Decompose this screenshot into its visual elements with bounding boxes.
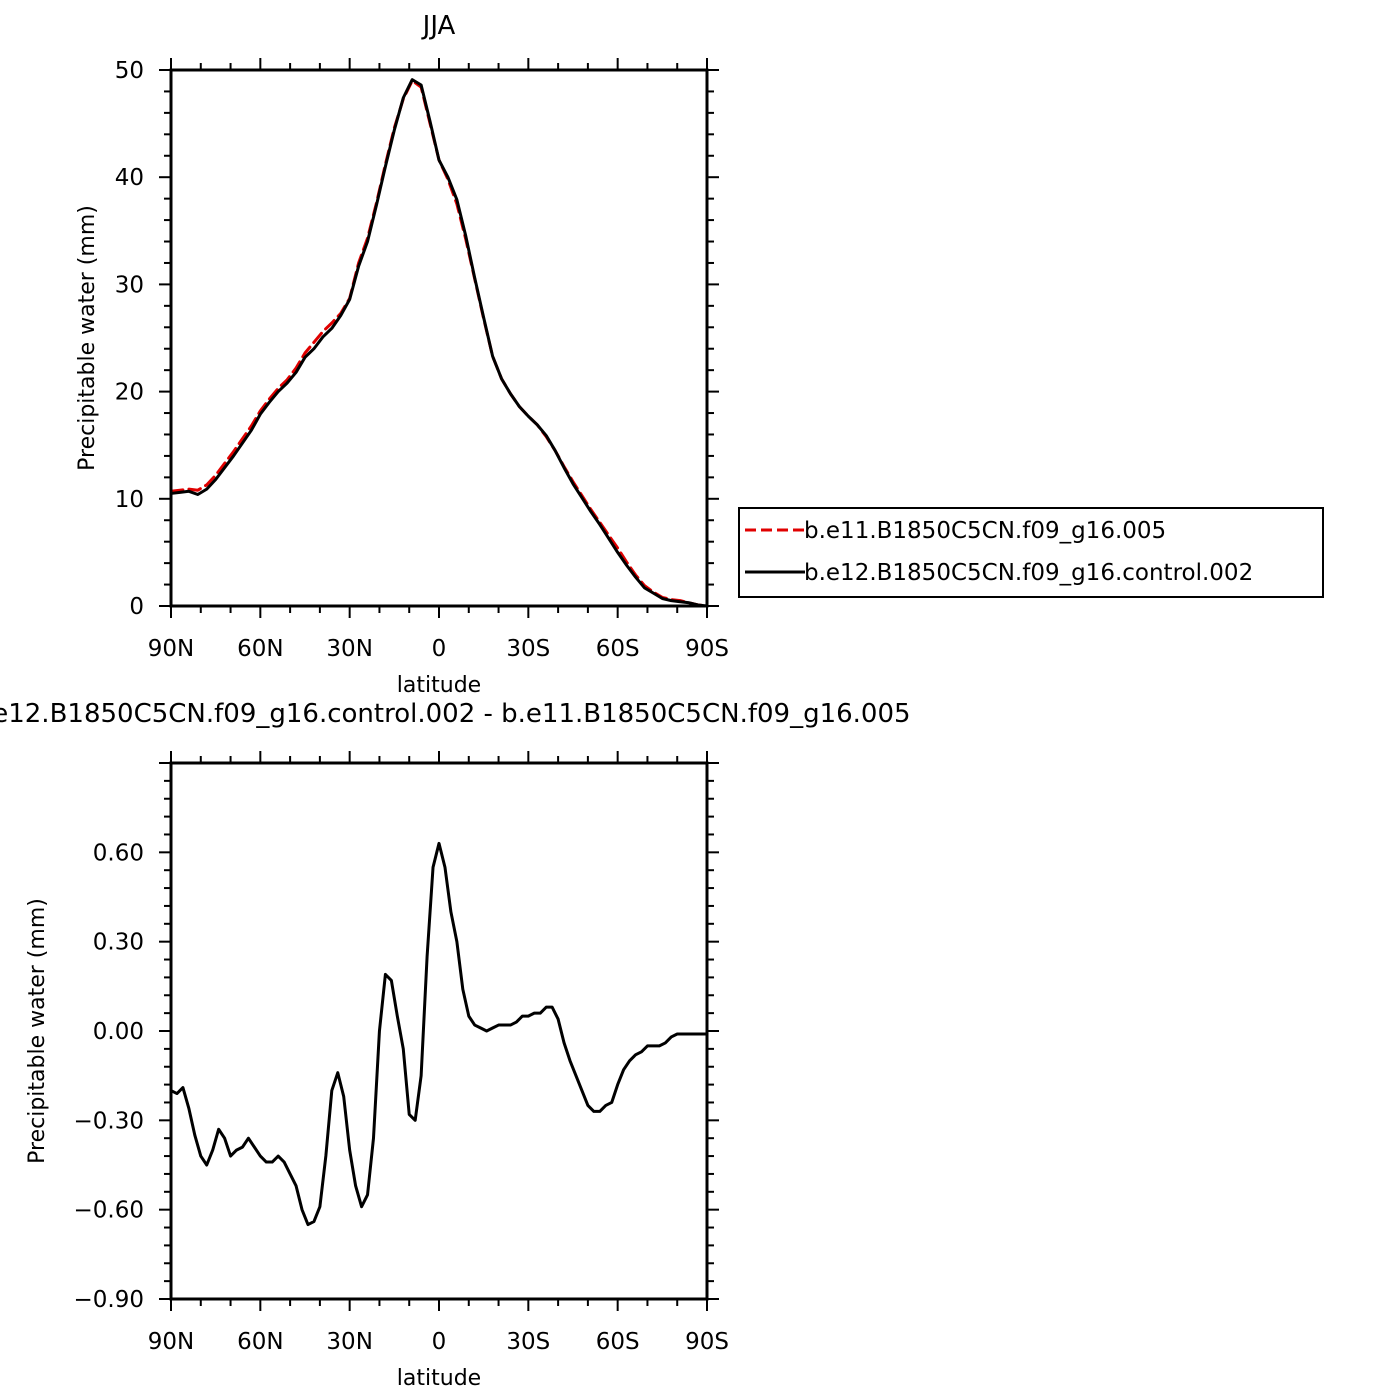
x-tick-label: 30S	[506, 636, 550, 662]
series-group	[169, 78, 709, 608]
y-tick-label: 0.00	[93, 1019, 144, 1045]
chart-title: JJA	[421, 11, 456, 41]
series-line-0	[169, 841, 709, 1227]
x-tick-label: 30N	[326, 636, 372, 662]
x-tick-label: 30N	[326, 1329, 372, 1355]
y-tick-label: 0.30	[93, 930, 144, 956]
x-tick-label: 60N	[237, 636, 283, 662]
plot-frame	[169, 68, 709, 608]
y-tick-label: 30	[115, 272, 144, 298]
x-tick-label: 0	[432, 1329, 447, 1355]
chart-title: b.e12.B1850C5CN.f09_g16.control.002 - b.…	[0, 699, 911, 729]
top-panel: JJA 90N 60N 30N 0 30S 60S 90S 0 10 20 30 40 50 latitud…	[75, 11, 1324, 698]
axis-ticks	[159, 58, 719, 618]
axis-ticks	[159, 751, 719, 1311]
x-tick-label: 90S	[685, 636, 729, 662]
x-tick-label: 60S	[596, 1329, 640, 1355]
y-tick-label: 40	[115, 165, 144, 191]
x-tick-label: 60N	[237, 1329, 283, 1355]
y-tick-label: −0.90	[74, 1287, 144, 1313]
x-tick-label: 90N	[148, 636, 194, 662]
series-line-1	[169, 78, 709, 608]
x-tick-label: 60S	[596, 636, 640, 662]
y-tick-label: 50	[115, 58, 144, 84]
x-tick-label: 0	[432, 636, 447, 662]
y-tick-label: 0	[129, 594, 144, 620]
x-tick-label: 90S	[685, 1329, 729, 1355]
y-axis-label: Precipitable water (mm)	[25, 898, 50, 1164]
y-tick-label: 0.60	[93, 840, 144, 866]
x-axis-label: latitude	[397, 1366, 481, 1391]
legend-entry-label: b.e12.B1850C5CN.f09_g16.control.002	[804, 560, 1253, 586]
y-tick-label: 10	[115, 487, 144, 513]
x-tick-label: 90N	[148, 1329, 194, 1355]
y-tick-label: −0.30	[74, 1108, 144, 1134]
legend-entry-label: b.e11.B1850C5CN.f09_g16.005	[804, 518, 1166, 544]
y-tick-label: 20	[115, 380, 144, 406]
series-group	[169, 841, 709, 1227]
x-axis-label: latitude	[397, 673, 481, 698]
legend-box	[738, 507, 1324, 598]
bottom-panel: b.e12.B1850C5CN.f09_g16.control.002 - b.…	[0, 699, 911, 1391]
y-axis-label: Precipitable water (mm)	[75, 205, 100, 471]
x-tick-label: 30S	[506, 1329, 550, 1355]
y-tick-label: −0.60	[74, 1198, 144, 1224]
legend: b.e11.B1850C5CN.f09_g16.005 b.e12.B1850C5…	[738, 507, 1324, 598]
